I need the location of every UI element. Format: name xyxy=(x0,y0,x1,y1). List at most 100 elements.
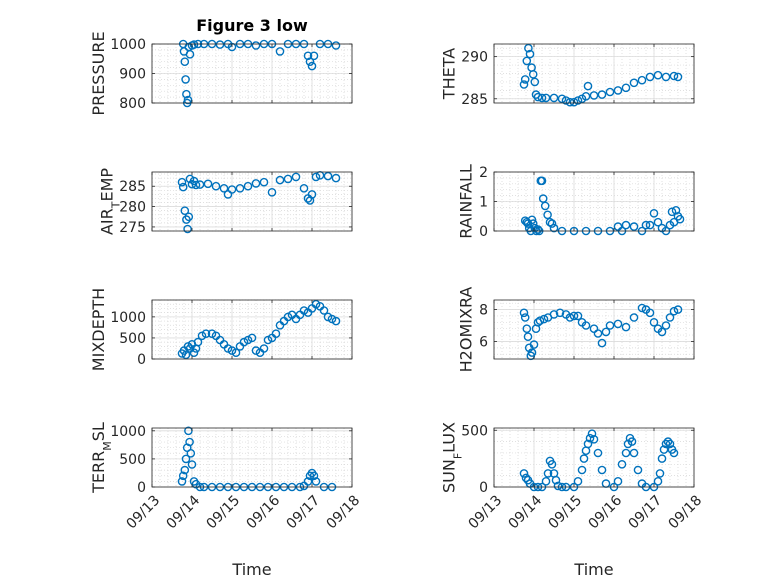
data-point xyxy=(525,49,535,59)
data-point xyxy=(553,481,563,491)
data-point xyxy=(547,459,557,469)
y-tick-label: 2 xyxy=(479,165,488,181)
x-label-right: Time xyxy=(573,560,613,579)
data-point xyxy=(587,429,597,439)
data-point xyxy=(577,465,587,475)
axes-frame xyxy=(493,299,695,360)
y-tick-label: 500 xyxy=(461,423,488,439)
data-point xyxy=(627,437,637,446)
data-point xyxy=(275,175,285,185)
data-point xyxy=(569,97,579,107)
data-point xyxy=(661,439,671,449)
x-tick-label: 09/15 xyxy=(203,493,243,533)
data-point xyxy=(541,476,551,486)
data-point xyxy=(565,313,575,322)
data-point xyxy=(189,176,199,186)
data-point xyxy=(215,40,225,49)
data-point xyxy=(545,217,555,227)
data-point xyxy=(178,182,188,192)
axes-frame xyxy=(151,299,353,360)
data-point xyxy=(519,308,529,318)
data-point xyxy=(645,308,655,318)
data-point xyxy=(303,477,313,486)
y-tick-label: 500 xyxy=(119,331,146,347)
data-point xyxy=(519,80,529,89)
data-point xyxy=(621,220,631,230)
data-point xyxy=(191,180,201,190)
data-point xyxy=(307,190,317,199)
y-axis-label: THETA xyxy=(440,48,459,100)
data-point xyxy=(177,477,187,486)
data-point xyxy=(547,219,557,228)
data-points xyxy=(519,303,683,361)
data-point xyxy=(186,448,196,458)
data-point xyxy=(183,95,193,105)
data-point xyxy=(605,321,615,330)
y-tick-label: 6 xyxy=(479,334,488,350)
data-point xyxy=(189,40,199,49)
data-point xyxy=(533,225,543,234)
data-point xyxy=(573,476,583,486)
data-point xyxy=(299,183,309,193)
data-point xyxy=(259,344,269,353)
data-point xyxy=(271,329,281,339)
data-point xyxy=(183,224,192,234)
data-point xyxy=(181,454,191,464)
data-point xyxy=(529,340,539,349)
data-point xyxy=(521,473,531,483)
data-point xyxy=(227,185,237,194)
data-point xyxy=(187,460,197,469)
data-point xyxy=(251,179,261,188)
x-tick-label: 09/13 xyxy=(465,493,505,533)
x-tick-label: 09/16 xyxy=(585,492,625,532)
data-point xyxy=(201,329,211,339)
x-tick-label: 09/17 xyxy=(625,493,665,533)
data-point xyxy=(331,173,341,183)
data-point xyxy=(251,41,261,50)
data-point xyxy=(569,311,579,321)
data-point xyxy=(555,308,565,318)
data-point xyxy=(659,445,669,454)
data-point xyxy=(549,223,559,233)
data-point xyxy=(535,316,545,326)
data-point xyxy=(583,439,593,449)
data-point xyxy=(184,212,194,222)
data-point xyxy=(589,91,599,100)
data-point xyxy=(235,183,245,193)
data-point xyxy=(605,87,615,97)
y-tick-label: 1000 xyxy=(110,37,146,53)
data-point xyxy=(617,459,627,469)
y-tick-label: 1 xyxy=(479,195,488,211)
data-point xyxy=(597,465,607,475)
y-tick-label: 0 xyxy=(137,352,146,368)
y-tick-label: 500 xyxy=(119,452,146,468)
data-point xyxy=(649,317,659,327)
data-point xyxy=(613,319,623,329)
figure-title: Figure 3 low xyxy=(196,16,308,35)
data-point xyxy=(543,469,553,478)
data-point xyxy=(585,433,595,443)
data-point xyxy=(520,313,530,322)
x-tick-label: 09/15 xyxy=(545,493,585,533)
data-point xyxy=(645,220,655,230)
data-point xyxy=(519,469,529,478)
data-point xyxy=(520,75,530,84)
data-point xyxy=(309,51,319,61)
data-point xyxy=(211,181,221,191)
data-point xyxy=(675,214,685,224)
data-point xyxy=(583,81,593,91)
y-tick-label: 280 xyxy=(119,200,146,216)
data-point xyxy=(653,70,663,80)
data-point xyxy=(589,434,599,444)
data-point xyxy=(637,303,647,313)
data-point xyxy=(527,215,537,225)
y-axis-label: RAINFALL xyxy=(457,164,476,239)
data-point xyxy=(629,78,639,88)
data-point xyxy=(523,332,533,342)
data-point xyxy=(275,47,285,56)
data-point xyxy=(311,172,321,182)
data-point xyxy=(669,306,679,316)
